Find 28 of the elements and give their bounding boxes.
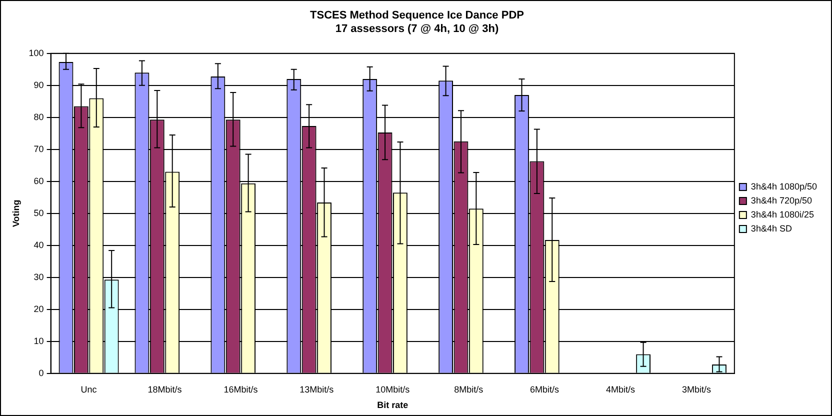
y-tick-label: 30	[34, 272, 44, 282]
x-tick-label: 4Mbit/s	[606, 384, 636, 394]
chart-title: TSCES Method Sequence Ice Dance PDP	[310, 10, 524, 22]
x-tick-label: 6Mbit/s	[530, 384, 560, 394]
y-tick-label: 40	[34, 240, 44, 250]
x-tick-label: Unc	[80, 384, 98, 394]
chart-subtitle: 17 assessors (7 @ 4h, 10 @ 3h)	[335, 22, 499, 35]
x-tick-label: 8Mbit/s	[454, 384, 484, 394]
y-tick-label: 70	[34, 144, 44, 154]
legend-label: 3h&4h 1080i/25	[750, 209, 814, 220]
x-tick-label: 16Mbit/s	[224, 384, 258, 394]
y-tick-label: 100	[28, 48, 44, 58]
y-tick-label: 60	[34, 176, 44, 186]
y-tick-label: 90	[34, 80, 44, 90]
y-tick-label: 80	[34, 112, 44, 122]
x-axis-title: Bit rate	[377, 400, 408, 410]
x-tick-label: 13Mbit/s	[300, 384, 334, 394]
y-tick-label: 0	[38, 368, 44, 378]
y-axis-title: Voting	[10, 200, 21, 228]
y-tick-label: 10	[34, 336, 44, 346]
legend-label: 3h&4h 720p/50	[750, 195, 812, 206]
y-tick-label: 20	[34, 304, 44, 314]
legend-label: 3h&4h 1080p/50	[750, 181, 818, 192]
x-tick-label: 10Mbit/s	[376, 384, 410, 394]
legend-label: 3h&4h SD	[750, 223, 792, 234]
y-tick-label: 50	[34, 208, 44, 218]
x-tick-label: 3Mbit/s	[682, 384, 712, 394]
x-tick-label: 18Mbit/s	[148, 384, 182, 394]
